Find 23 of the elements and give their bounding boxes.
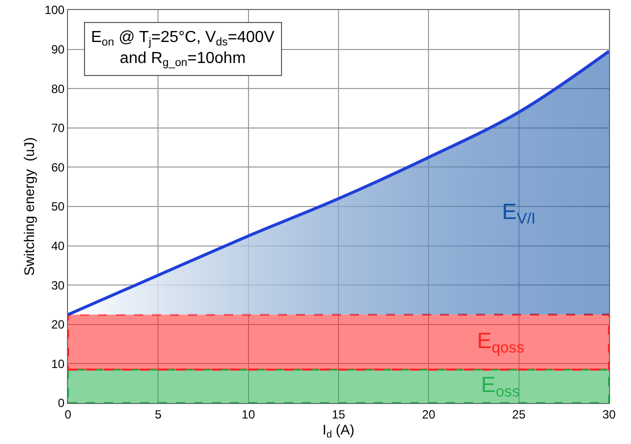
y-tick-label: 20 [51,318,65,332]
text: E$_{on}$ @ T$_{j}$=25°C, V$_{ds}$=400V and R$_{g_on}$=10ohm [91,29,274,70]
y-tick-label: 60 [51,160,65,174]
y-tick-label: 80 [51,82,65,96]
y-tick-label: 10 [51,356,65,371]
y-axis-title: Switching energy (uJ) [21,137,38,276]
x-tick-label: 30 [602,407,616,422]
x-tick-label: 25 [512,407,526,422]
x-tick-label: 5 [154,407,162,422]
band-label: E$_{oss}$ [481,372,520,401]
y-tick-label: 90 [51,42,65,56]
y-tick-label: 100 [44,3,65,18]
y-tick-label: 40 [51,239,65,253]
y-tick-label: 70 [51,121,65,136]
band-label: E$_{qoss}$ [477,328,524,357]
series-label: E$_{V/I}$ [502,199,536,228]
y-tick-label: 0 [58,396,65,410]
y-tick-label: 50 [51,200,65,214]
x-axis-title: I$_{d}$ (A) [322,422,354,441]
x-tick-label: 20 [422,407,436,422]
y-tick-label: 30 [51,278,65,292]
x-tick-label: 10 [242,407,256,422]
x-tick-label: 15 [332,407,346,422]
